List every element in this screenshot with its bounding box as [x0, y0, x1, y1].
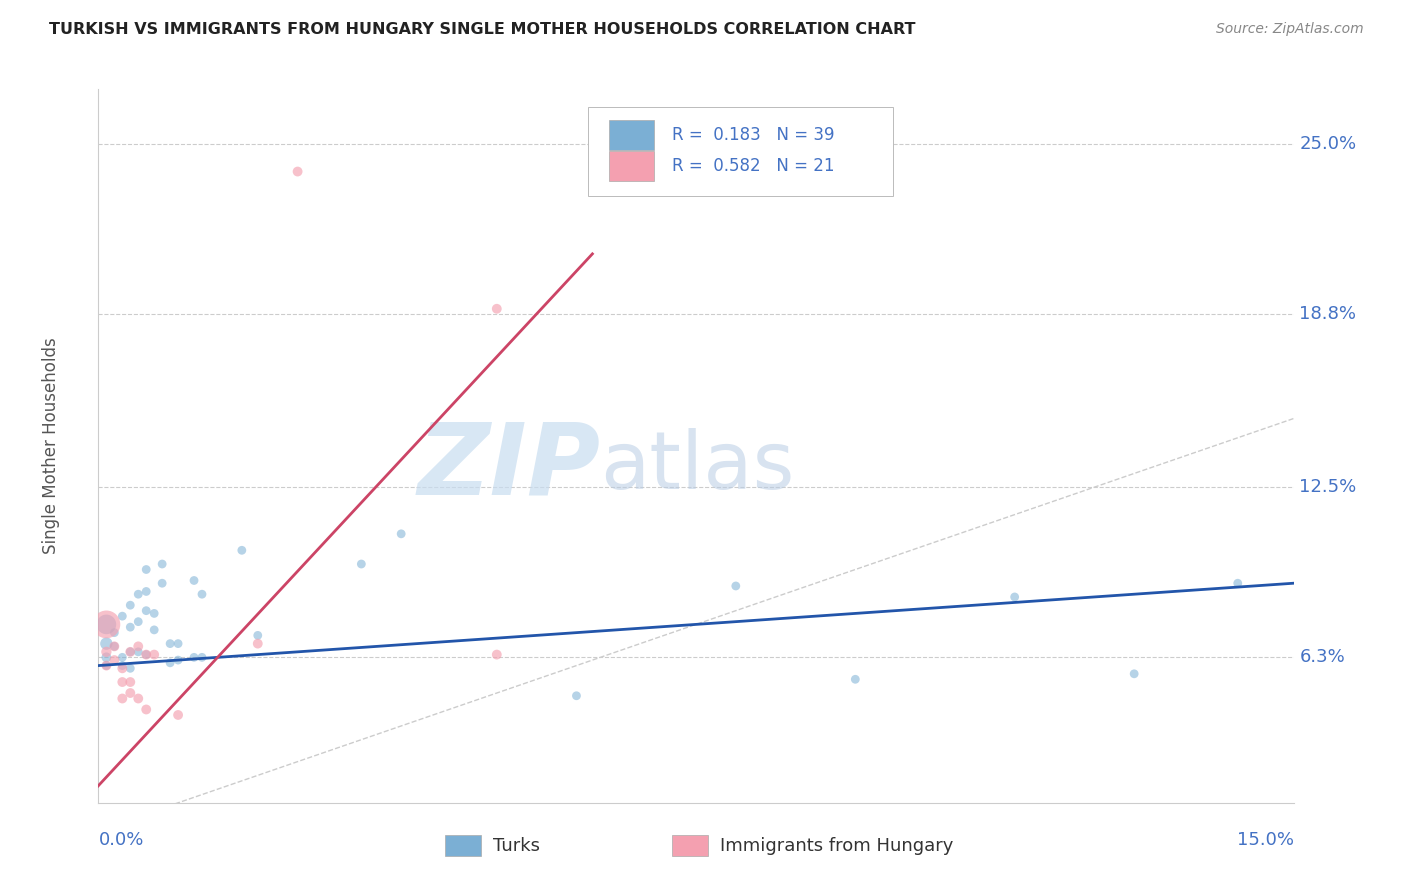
Text: 12.5%: 12.5% — [1299, 478, 1357, 496]
Text: R =  0.582   N = 21: R = 0.582 N = 21 — [672, 157, 835, 175]
Point — [135, 648, 157, 662]
Point — [1123, 666, 1146, 681]
Point — [103, 625, 125, 640]
Point — [135, 702, 157, 716]
Point — [103, 640, 125, 654]
Text: Immigrants from Hungary: Immigrants from Hungary — [720, 837, 953, 855]
Point — [246, 637, 269, 651]
Point — [191, 587, 214, 601]
Point — [96, 658, 118, 673]
Text: 18.8%: 18.8% — [1299, 305, 1357, 323]
Point — [120, 620, 142, 634]
Point — [127, 645, 149, 659]
Point — [183, 650, 205, 665]
Point — [96, 637, 118, 651]
Point — [96, 650, 118, 665]
Text: Turks: Turks — [492, 837, 540, 855]
Point — [485, 301, 508, 316]
Point — [1226, 576, 1249, 591]
Point — [111, 609, 134, 624]
Point — [150, 576, 173, 591]
Point — [120, 598, 142, 612]
Point — [167, 708, 190, 723]
Point — [96, 658, 118, 673]
Text: 6.3%: 6.3% — [1299, 648, 1346, 666]
Point — [111, 661, 134, 675]
Point — [159, 637, 181, 651]
Point — [191, 650, 214, 665]
Point — [111, 658, 134, 673]
Point — [127, 640, 149, 654]
Point — [127, 691, 149, 706]
Point — [485, 648, 508, 662]
Point — [1004, 590, 1026, 604]
Point — [103, 640, 125, 654]
Text: Single Mother Households: Single Mother Households — [42, 338, 59, 554]
Point — [111, 675, 134, 690]
FancyBboxPatch shape — [444, 835, 481, 856]
Point — [127, 615, 149, 629]
Point — [231, 543, 253, 558]
Text: 15.0%: 15.0% — [1236, 831, 1294, 849]
Point — [183, 574, 205, 588]
Point — [120, 645, 142, 659]
Point — [167, 653, 190, 667]
Point — [167, 637, 190, 651]
Point — [246, 628, 269, 642]
Text: 25.0%: 25.0% — [1299, 135, 1357, 153]
Point — [135, 648, 157, 662]
Point — [120, 686, 142, 700]
Point — [135, 604, 157, 618]
Point — [120, 661, 142, 675]
Text: 0.0%: 0.0% — [98, 831, 143, 849]
FancyBboxPatch shape — [609, 120, 654, 150]
Point — [844, 673, 866, 687]
Point — [350, 557, 373, 571]
Point — [103, 653, 125, 667]
Point — [111, 650, 134, 665]
Point — [287, 164, 309, 178]
Text: TURKISH VS IMMIGRANTS FROM HUNGARY SINGLE MOTHER HOUSEHOLDS CORRELATION CHART: TURKISH VS IMMIGRANTS FROM HUNGARY SINGL… — [49, 22, 915, 37]
Point — [150, 557, 173, 571]
Point — [96, 617, 118, 632]
Point — [143, 623, 166, 637]
Point — [143, 607, 166, 621]
Point — [135, 584, 157, 599]
Text: Source: ZipAtlas.com: Source: ZipAtlas.com — [1216, 22, 1364, 37]
Point — [135, 562, 157, 576]
FancyBboxPatch shape — [588, 107, 893, 196]
Point — [111, 691, 134, 706]
FancyBboxPatch shape — [609, 151, 654, 180]
Point — [143, 648, 166, 662]
Text: ZIP: ZIP — [418, 419, 600, 516]
Point — [120, 675, 142, 690]
FancyBboxPatch shape — [672, 835, 709, 856]
Point — [159, 656, 181, 670]
Text: R =  0.183   N = 39: R = 0.183 N = 39 — [672, 126, 835, 144]
Text: atlas: atlas — [600, 428, 794, 507]
Point — [389, 526, 412, 541]
Point — [120, 645, 142, 659]
Point — [565, 689, 588, 703]
Point — [96, 617, 118, 632]
Point — [724, 579, 747, 593]
Point — [96, 645, 118, 659]
Point — [127, 587, 149, 601]
